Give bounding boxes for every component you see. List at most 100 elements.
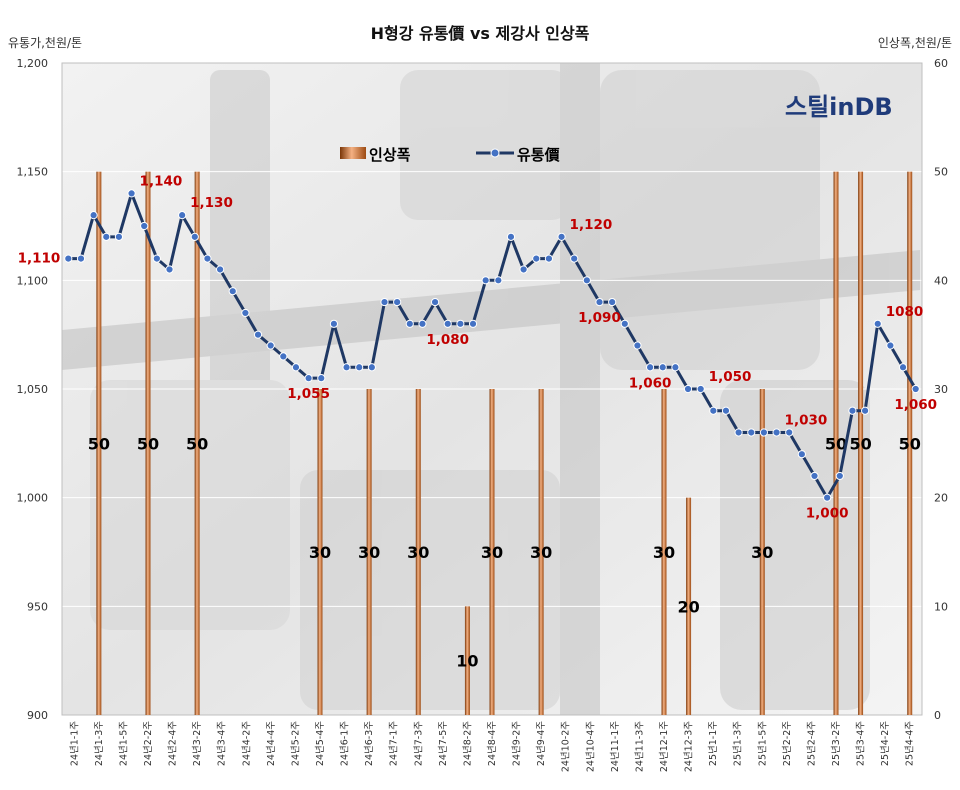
- bar-data-label: 50: [137, 434, 159, 453]
- line-point: [367, 363, 376, 372]
- line-point: [532, 254, 541, 263]
- line-point: [557, 232, 566, 241]
- line-data-label: 1,050: [709, 369, 752, 385]
- line-data-label: 1,110: [18, 251, 61, 267]
- x-axis: 24년1-1주 24년1-3주 24년1-5주 24년2-2주 24년2-4주 24년3-…: [69, 721, 915, 772]
- x-tick-label: 25년4-4주: [905, 721, 916, 766]
- bar: [464, 606, 470, 715]
- x-tick-label: 25년1-5주: [757, 721, 768, 766]
- line-point: [418, 319, 427, 328]
- bar-data-label: 30: [481, 543, 503, 562]
- y-left-axis-title: 유통가,천원/톤: [8, 35, 82, 50]
- bar-data-label: 30: [653, 543, 675, 562]
- x-tick-label: 24년10-2주: [561, 721, 572, 772]
- x-tick-label: 24년8-4주: [487, 721, 498, 766]
- line-point: [64, 254, 73, 263]
- line-point: [860, 406, 870, 415]
- line-point: [102, 232, 111, 241]
- bar: [96, 171, 102, 715]
- y-right-tick-label: 10: [934, 600, 948, 613]
- bar-data-label: 50: [88, 434, 110, 453]
- line-point: [89, 211, 98, 220]
- bar-data-label: 50: [186, 434, 208, 453]
- x-tick-label: 24년2-2주: [143, 721, 154, 766]
- line-point: [481, 276, 490, 285]
- bar-data-label: 10: [456, 652, 478, 671]
- line-point: [342, 363, 351, 372]
- line-markers-group: [64, 189, 920, 502]
- bar: [317, 389, 323, 715]
- x-tick-label: 24년2-4주: [168, 721, 179, 766]
- line-point: [279, 352, 288, 361]
- y-left-axis: 900 950 1,000 1,050 1,100 1,150 1,200: [17, 57, 49, 722]
- bar-data-label: 30: [751, 543, 773, 562]
- line-data-label: 1,140: [140, 173, 183, 189]
- x-tick-label: 24년9-2주: [512, 721, 523, 766]
- line-point: [620, 319, 629, 328]
- line-data-label: 1080: [886, 304, 924, 320]
- line-point: [645, 363, 655, 372]
- line-point: [797, 450, 806, 459]
- line-data-label: 1,060: [894, 397, 937, 413]
- bar: [661, 389, 667, 715]
- line-point: [165, 265, 174, 274]
- line-point: [266, 341, 275, 350]
- bar-data-label: 50: [899, 434, 921, 453]
- x-tick-label: 24년8-2주: [462, 721, 473, 766]
- legend-line-marker: [490, 148, 500, 158]
- line-labels-group: 1,110 1,140 1,130 1,055 1,080 1,120 1,090 1,060…: [18, 173, 937, 521]
- y-left-tick-label: 950: [27, 600, 48, 613]
- line-point: [76, 254, 86, 263]
- bar: [538, 389, 544, 715]
- line-point: [671, 363, 680, 372]
- bar-data-label: 30: [358, 543, 380, 562]
- line-data-label: 1,130: [190, 195, 233, 211]
- bar-data-label: 30: [407, 543, 429, 562]
- x-tick-label: 25년1-1주: [708, 721, 719, 766]
- y-right-tick-label: 20: [934, 492, 948, 505]
- y-left-tick-label: 1,200: [17, 57, 49, 70]
- line-point: [911, 384, 920, 394]
- line-data-label: 1,000: [806, 506, 849, 522]
- line-point: [519, 265, 528, 274]
- line-point: [759, 428, 769, 437]
- line-point: [178, 211, 187, 220]
- x-tick-label: 24년10-4주: [585, 721, 596, 772]
- line-data-label: 1,055: [287, 386, 330, 402]
- legend: 인상폭 유통價: [340, 146, 561, 164]
- bar-data-label: 20: [677, 597, 699, 616]
- line-point: [595, 297, 604, 307]
- line-point: [886, 341, 895, 350]
- y-right-tick-label: 50: [934, 166, 948, 179]
- y-left-tick-label: 900: [27, 709, 48, 722]
- line-data-label: 1,080: [426, 332, 469, 348]
- x-tick-label: 25년1-3주: [733, 721, 744, 766]
- bar-data-label: 50: [825, 434, 847, 453]
- watermark-logo-text: 스틸inDB: [785, 93, 893, 121]
- bar-data-label: 50: [849, 434, 871, 453]
- y-right-tick-label: 40: [934, 274, 948, 287]
- x-tick-label: 24년12-3주: [684, 721, 695, 772]
- line-data-label: 1,090: [578, 310, 621, 326]
- x-tick-label: 24년1-5주: [118, 721, 129, 766]
- legend-bar-label: 인상폭: [369, 146, 411, 164]
- line-point: [810, 471, 819, 481]
- bar: [907, 171, 913, 715]
- line-point: [355, 363, 364, 372]
- line-point: [570, 254, 579, 263]
- bar: [858, 171, 864, 715]
- x-tick-label: 24년3-4주: [217, 721, 228, 766]
- line-point: [506, 232, 516, 241]
- x-tick-label: 24년12-1주: [659, 721, 670, 772]
- line-point: [443, 319, 452, 328]
- x-tick-label: 25년2-2주: [782, 721, 793, 766]
- line-point: [317, 374, 326, 383]
- line-point: [544, 254, 554, 263]
- line-point: [848, 406, 857, 415]
- bar: [759, 389, 765, 715]
- line-point: [152, 254, 161, 263]
- x-tick-label: 24년6-1주: [340, 721, 351, 766]
- x-tick-label: 24년11-1주: [610, 721, 621, 772]
- x-tick-label: 24년9-4주: [536, 721, 547, 766]
